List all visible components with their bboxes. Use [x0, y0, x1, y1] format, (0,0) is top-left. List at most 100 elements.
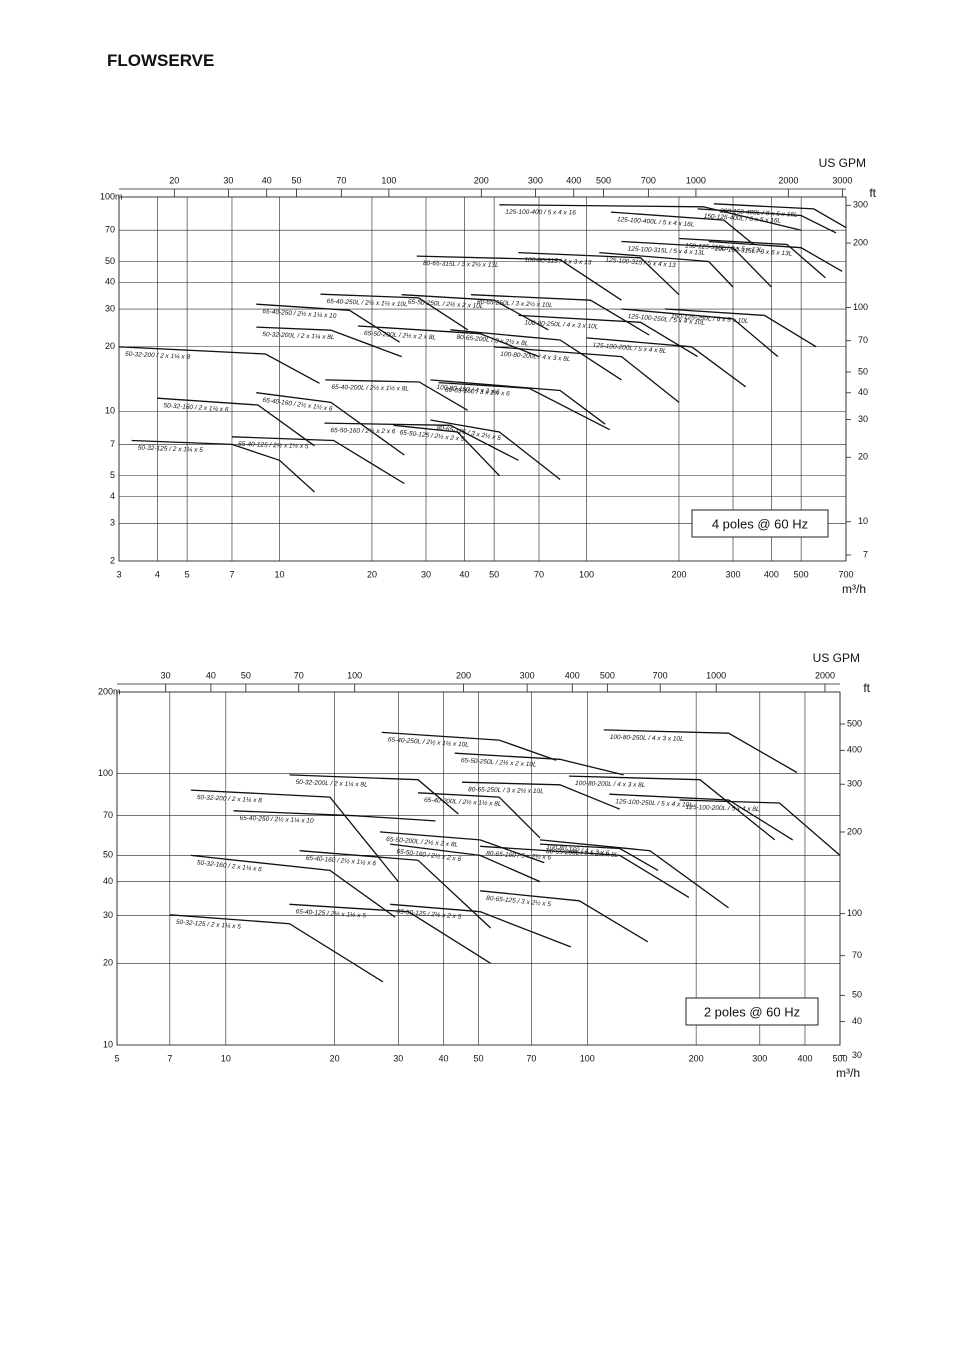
y-tick-label: 40 [105, 277, 115, 287]
y2-tick-label: 100 [847, 908, 862, 918]
x-tick-label: 3 [116, 569, 121, 579]
annotation: 4 poles @ 60 Hz [712, 517, 808, 532]
y2-tick-label: 50 [852, 990, 862, 1000]
pump-curve [157, 397, 315, 447]
x2-tick-label: 20 [169, 175, 179, 185]
y2-tick-label: 70 [852, 950, 862, 960]
y2-tick-label: 30 [852, 1050, 862, 1060]
pump-curve [708, 240, 843, 272]
pump-curve [131, 439, 315, 493]
pump-curve [430, 379, 606, 425]
curve-label: 50-32-160 / 2 x 1¼ x 6 [163, 402, 229, 413]
pump-curve [381, 731, 557, 761]
pump-curve [430, 419, 561, 481]
pump-curve [390, 903, 572, 948]
x2-tick-label: 40 [262, 175, 272, 185]
curve-label: 65-40-250 / 2½ x 1¼ x 10 [239, 814, 314, 825]
pump-curve [599, 251, 734, 288]
y-tick-label: 100 [98, 768, 113, 778]
x-tick-label: 7 [229, 569, 234, 579]
x2-tick-label: 2000 [815, 670, 835, 680]
x-tick-label: 70 [526, 1053, 536, 1063]
curve-label: 50-32-200L / 2 x 1¼ x 8L [295, 779, 368, 789]
x-tick-label: 400 [797, 1053, 812, 1063]
pump-curve [401, 294, 549, 331]
x2-tick-label: 30 [161, 670, 171, 680]
pump-curve [233, 810, 436, 822]
curve-label: 50-32-125 / 2 x 1¼ x 5 [176, 919, 242, 931]
y2-tick-label: 40 [858, 387, 868, 397]
x2-tick-label: 70 [336, 175, 346, 185]
curve-label: 50-32-200 / 2 x 1¼ x 8 [197, 794, 263, 804]
pump-curve [713, 203, 847, 229]
pump-curve [539, 839, 729, 909]
pump-curve [324, 422, 519, 461]
pump-curve [450, 329, 622, 381]
y-tick-label: 200 [98, 686, 113, 696]
curve-label: 65-50-160 / 2½ x 2 x 6 [330, 426, 396, 435]
y-tick-label: 40 [103, 876, 113, 886]
pump-curve [169, 914, 384, 983]
pump-curve [231, 436, 405, 485]
curve-label: 50-32-200L / 2 x 1¼ x 8L [262, 331, 335, 341]
x-tick-label: 500 [794, 569, 809, 579]
y-tick-label: 5 [110, 470, 115, 480]
x-unit: m³/h [842, 582, 866, 596]
y-tick-label: 2 [110, 555, 115, 565]
pump-curve [664, 308, 817, 348]
x2-tick-label: 500 [596, 175, 611, 185]
x2-tick-label: 400 [565, 670, 580, 680]
pump-curve [609, 793, 794, 841]
x2-tick-label: 2000 [778, 175, 798, 185]
x-tick-label: 10 [221, 1053, 231, 1063]
pump-curve [679, 799, 841, 856]
y2-tick-label: 70 [858, 335, 868, 345]
pump-curve [621, 240, 772, 288]
curve-label: 50-32-125 / 2 x 1¼ x 5 [138, 445, 204, 455]
x-tick-label: 50 [489, 569, 499, 579]
y-tick-label: 20 [105, 341, 115, 351]
curve-label: 125-100-200L / 5 x 4 x 8L [686, 804, 761, 813]
x2-tick-label: 700 [641, 175, 656, 185]
pump-curve [470, 294, 650, 336]
x-tick-label: 70 [534, 569, 544, 579]
x2-tick-label: 40 [206, 670, 216, 680]
pump-curve [289, 903, 491, 964]
pump-curve [621, 308, 779, 358]
x-tick-label: 100 [580, 1053, 595, 1063]
pump-curve [697, 208, 837, 234]
x2-tick-label: 1000 [706, 670, 726, 680]
y2-tick-label: 100 [853, 302, 868, 312]
pump-curve [480, 845, 690, 898]
x-tick-label: 500 [832, 1053, 847, 1063]
pump-curve [393, 424, 500, 477]
curve-label: 50-32-200 / 2 x 1¼ x 8 [125, 351, 191, 361]
x-tick-label: 40 [459, 569, 469, 579]
x2-tick-label: 50 [291, 175, 301, 185]
x-tick-label: 400 [764, 569, 779, 579]
y2-unit: ft [863, 681, 870, 695]
x-unit: m³/h [836, 1066, 860, 1080]
y-unit: m [115, 191, 123, 201]
y2-tick-label: 50 [858, 366, 868, 376]
x2-unit: US GPM [813, 651, 860, 665]
curve-label: 80-65-250L / 3 x 2½ x 10L [468, 785, 544, 795]
curve-label: 80-65-250L / 3 x 2½ x 10L [477, 298, 553, 309]
x-tick-label: 700 [838, 569, 853, 579]
x2-unit: US GPM [819, 156, 866, 170]
x2-tick-label: 3000 [832, 175, 852, 185]
x2-tick-label: 200 [474, 175, 489, 185]
curve-label: 80-65-200L / 3 x 2½ x 8L [546, 847, 619, 859]
x2-tick-label: 200 [456, 670, 471, 680]
x2-tick-label: 700 [653, 670, 668, 680]
y-tick-label: 7 [110, 439, 115, 449]
x-tick-label: 30 [421, 569, 431, 579]
y-tick-label: 70 [103, 810, 113, 820]
y-unit: m [113, 686, 121, 696]
y2-tick-label: 20 [858, 452, 868, 462]
x-tick-label: 4 [155, 569, 160, 579]
x2-tick-label: 300 [528, 175, 543, 185]
y2-tick-label: 500 [847, 718, 862, 728]
pump-curve [118, 346, 320, 384]
